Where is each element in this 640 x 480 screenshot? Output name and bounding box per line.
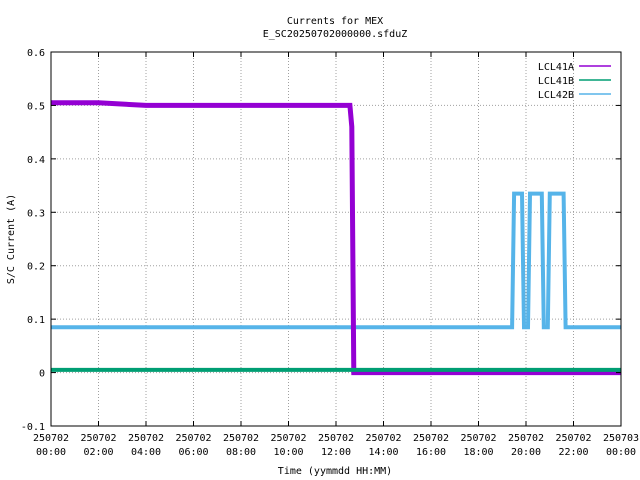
- x-tick-time-label: 00:00: [606, 447, 636, 458]
- x-tick-date-label: 250702: [555, 433, 591, 444]
- x-tick-time-label: 10:00: [273, 447, 303, 458]
- x-tick-time-label: 14:00: [368, 447, 398, 458]
- y-tick-label: 0.1: [27, 315, 45, 326]
- y-axis-label: S/C Current (A): [6, 194, 17, 284]
- x-tick-time-label: 02:00: [83, 447, 113, 458]
- x-tick-date-label: 250702: [33, 433, 69, 444]
- x-tick-time-label: 18:00: [463, 447, 493, 458]
- x-tick-date-label: 250702: [460, 433, 496, 444]
- chart-subtitle: E_SC20250702000000.sfduZ: [263, 29, 408, 40]
- x-tick-date-label: 250702: [413, 433, 449, 444]
- x-tick-date-label: 250702: [80, 433, 116, 444]
- grid-lines: [51, 52, 621, 426]
- legend-label: LCL42B: [538, 90, 574, 101]
- x-tick-date-label: 250702: [508, 433, 544, 444]
- y-tick-label: -0.1: [21, 422, 45, 433]
- y-tick-label: 0.5: [27, 101, 45, 112]
- y-tick-label: 0.6: [27, 48, 45, 59]
- x-tick-time-label: 16:00: [416, 447, 446, 458]
- y-tick-label: 0.4: [27, 155, 45, 166]
- y-axis-ticks: -0.1 0 0.1 0.2 0.3 0.4 0.5 0.6: [21, 48, 621, 433]
- legend: LCL41A LCL41B LCL42B: [538, 62, 611, 101]
- x-tick-time-label: 22:00: [558, 447, 588, 458]
- series-line-lcl42b: [51, 191, 621, 330]
- x-tick-time-label: 20:00: [511, 447, 541, 458]
- chart-title: Currents for MEX: [287, 16, 383, 27]
- legend-label: LCL41A: [538, 62, 574, 73]
- x-axis-ticks: 250702 00:00 250702 02:00 250702 04:00 250702 0…: [33, 52, 639, 458]
- x-tick-date-label: 250702: [175, 433, 211, 444]
- x-tick-time-label: 00:00: [36, 447, 66, 458]
- x-tick-date-label: 250702: [223, 433, 259, 444]
- series-line-lcl41a: [51, 100, 621, 376]
- y-tick-label: 0: [39, 369, 45, 380]
- x-tick-date-label: 250702: [365, 433, 401, 444]
- x-tick-time-label: 08:00: [226, 447, 256, 458]
- x-tick-time-label: 12:00: [321, 447, 351, 458]
- x-tick-date-label: 250702: [318, 433, 354, 444]
- x-tick-time-label: 04:00: [131, 447, 161, 458]
- legend-label: LCL41B: [538, 76, 574, 87]
- x-tick-date-label: 250702: [270, 433, 306, 444]
- x-tick-date-label: 250703: [603, 433, 639, 444]
- y-tick-label: 0.2: [27, 262, 45, 273]
- x-tick-time-label: 06:00: [178, 447, 208, 458]
- y-tick-label: 0.3: [27, 208, 45, 219]
- series-layer: [51, 100, 621, 376]
- x-axis-label: Time (yymmdd HH:MM): [278, 466, 392, 477]
- x-tick-date-label: 250702: [128, 433, 164, 444]
